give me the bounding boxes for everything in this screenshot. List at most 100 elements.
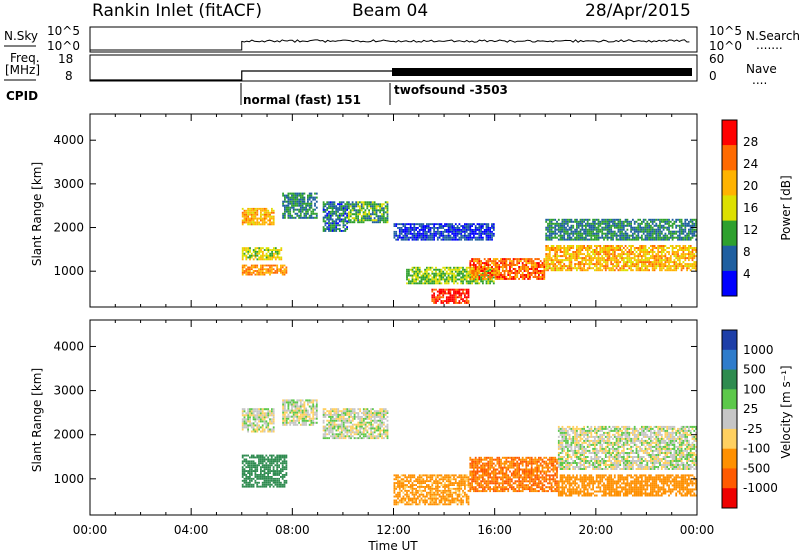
heatmap-cell xyxy=(417,268,419,271)
heatmap-cell xyxy=(307,208,309,211)
heatmap-cell xyxy=(650,249,652,251)
heatmap-cell xyxy=(677,251,679,253)
heatmap-cell xyxy=(554,259,557,262)
heatmap-cell xyxy=(301,411,304,414)
heatmap-cell xyxy=(281,470,284,472)
heatmap-cell xyxy=(617,222,620,225)
heatmap-cell xyxy=(608,222,611,225)
heatmap-cell xyxy=(338,228,341,230)
heatmap-cell xyxy=(489,282,491,285)
heatmap-cell xyxy=(249,477,251,480)
heatmap-cell xyxy=(521,264,524,266)
heatmap-cell xyxy=(433,278,435,281)
heatmap-cell xyxy=(595,267,598,270)
heatmap-cell xyxy=(362,429,365,432)
heatmap-cell xyxy=(283,462,286,465)
heatmap-cell xyxy=(241,252,244,255)
heatmap-cell xyxy=(435,266,437,269)
heatmap-cell xyxy=(666,257,669,260)
heatmap-cell xyxy=(621,238,623,241)
heatmap-cell xyxy=(680,263,683,266)
heatmap-cell xyxy=(691,259,694,262)
heatmap-cell xyxy=(260,256,262,259)
heatmap-cell xyxy=(342,429,345,432)
heatmap-cell xyxy=(547,226,549,229)
heatmap-cell xyxy=(335,230,338,232)
heatmap-cell xyxy=(271,420,273,423)
heatmap-cell xyxy=(691,263,694,266)
heatmap-cell xyxy=(328,207,330,209)
heatmap-cell xyxy=(328,201,330,204)
heatmap-cell xyxy=(476,280,479,283)
heatmap-cell xyxy=(547,234,549,237)
heatmap-cell xyxy=(291,216,293,219)
heatmap-cell xyxy=(639,259,641,262)
heatmap-cell xyxy=(254,462,257,465)
heatmap-cell xyxy=(566,245,569,247)
heatmap-cell xyxy=(382,221,385,224)
heatmap-cell xyxy=(243,416,246,419)
heatmap-cell xyxy=(250,209,253,212)
heatmap-cell xyxy=(359,431,361,434)
heatmap-cell xyxy=(501,270,504,272)
heatmap-cell xyxy=(604,263,607,266)
heatmap-cell xyxy=(556,255,558,258)
heatmap-cell xyxy=(630,224,632,227)
heatmap-cell xyxy=(678,265,681,268)
heatmap-cell xyxy=(256,481,259,484)
heatmap-cell xyxy=(480,227,482,229)
heatmap-cell xyxy=(256,468,259,471)
heatmap-cell xyxy=(474,276,477,278)
heatmap-cell xyxy=(355,203,358,206)
heatmap-cell xyxy=(693,253,696,256)
heatmap-cell xyxy=(568,236,571,239)
heatmap-cell xyxy=(360,201,363,204)
heatmap-cell xyxy=(258,217,260,220)
heatmap-cell xyxy=(375,419,378,422)
heatmap-cell xyxy=(688,245,690,247)
heatmap-cell xyxy=(630,259,632,262)
heatmap-cell xyxy=(285,206,288,209)
heatmap-cell xyxy=(478,266,481,268)
heatmap-cell xyxy=(624,253,627,256)
heatmap-cell xyxy=(556,269,558,272)
heatmap-cell xyxy=(635,230,638,233)
heatmap-cell xyxy=(269,264,271,267)
heatmap-cell xyxy=(261,424,264,427)
heatmap-cell xyxy=(554,232,557,235)
heatmap-cell xyxy=(447,268,450,271)
heatmap-cell xyxy=(686,257,688,260)
heatmap-cell xyxy=(330,419,332,422)
heatmap-cell xyxy=(285,411,288,414)
heatmap-cell xyxy=(256,217,259,220)
heatmap-cell xyxy=(386,203,389,206)
heatmap-cell xyxy=(271,209,273,212)
heatmap-cell xyxy=(527,262,529,265)
heatmap-cell xyxy=(382,215,385,218)
heatmap-cell xyxy=(417,227,419,229)
heatmap-cell xyxy=(254,414,257,417)
heatmap-cell xyxy=(431,270,434,273)
heatmap-cell xyxy=(637,253,640,256)
heatmap-cell xyxy=(547,230,549,233)
heatmap-cell xyxy=(308,405,311,408)
heatmap-cell xyxy=(375,203,378,206)
heatmap-cell xyxy=(245,412,248,415)
heatmap-cell xyxy=(464,227,466,229)
heatmap-cell xyxy=(395,230,398,233)
heatmap-cell xyxy=(252,271,255,274)
heatmap-cell xyxy=(460,270,463,273)
heatmap-cell xyxy=(382,213,385,216)
heatmap-cell xyxy=(265,481,268,484)
heatmap-cell xyxy=(381,435,383,438)
heatmap-cell xyxy=(635,263,638,266)
heatmap-cell xyxy=(453,230,455,233)
heatmap-cell xyxy=(435,223,437,226)
heatmap-cell xyxy=(440,230,443,233)
heatmap-cell xyxy=(415,282,417,285)
heatmap-cell xyxy=(458,274,461,277)
heatmap-cell xyxy=(615,232,618,235)
heatmap-cell xyxy=(267,258,270,261)
heatmap-cell xyxy=(491,260,493,263)
heatmap-cell xyxy=(269,410,271,413)
